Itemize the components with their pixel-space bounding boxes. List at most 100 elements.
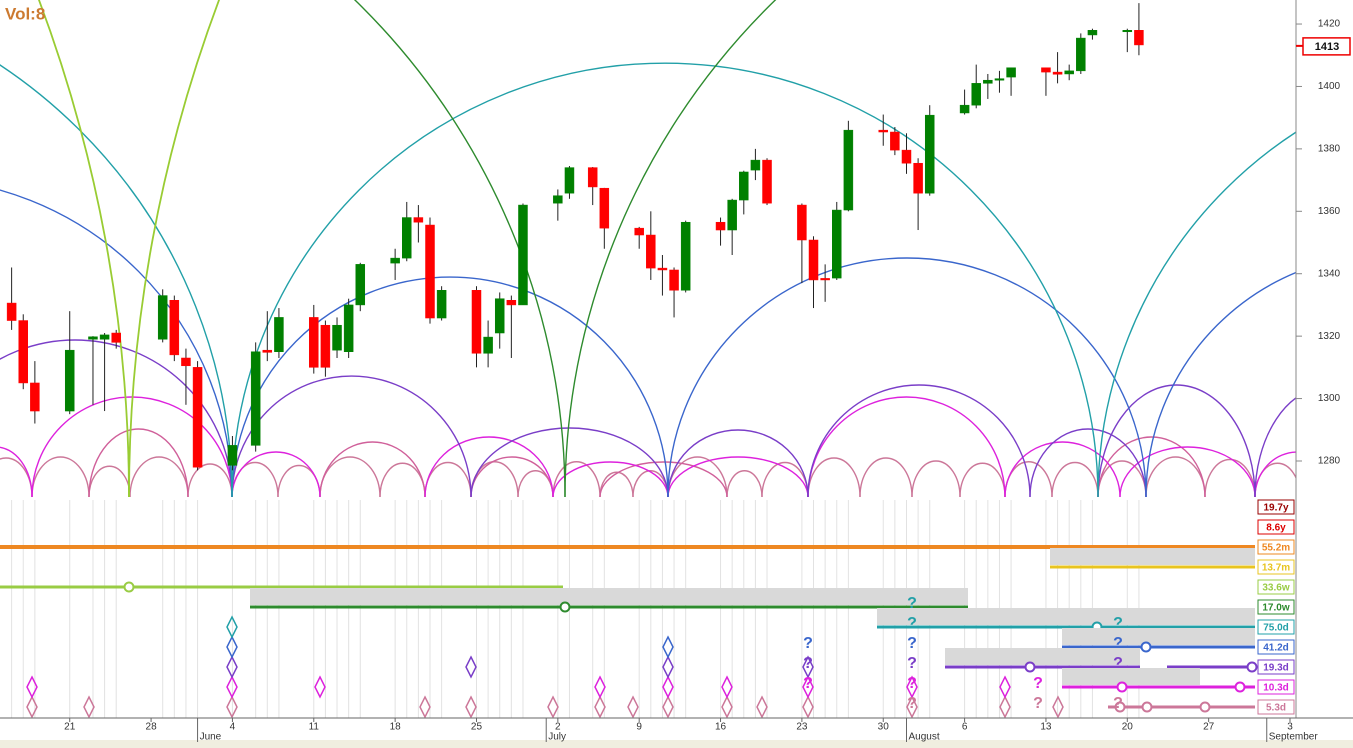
cycle-diamond <box>627 695 639 719</box>
candle-body <box>1122 30 1133 33</box>
cycle-point <box>1140 641 1152 653</box>
cycle-diamond <box>226 615 238 639</box>
cycle-point <box>123 581 135 593</box>
question-mark: ? <box>907 655 917 672</box>
question-mark: ? <box>1113 655 1123 672</box>
cycle-diamond <box>756 695 768 719</box>
candle-body <box>227 445 238 466</box>
candle-body <box>878 129 888 133</box>
candle-body <box>390 257 400 264</box>
cycle-diamond <box>662 655 674 679</box>
x-tick-label: 23 <box>796 722 808 733</box>
candle-body <box>506 299 517 306</box>
status-strip <box>0 740 1353 748</box>
candle-body <box>1006 67 1016 78</box>
candle-body <box>959 104 970 114</box>
question-mark: ? <box>1033 695 1043 712</box>
candles <box>6 3 1144 471</box>
candle-body <box>413 217 424 223</box>
cycle-point <box>1024 661 1036 673</box>
x-tick-label: 11 <box>309 722 320 733</box>
question-mark: ? <box>1033 675 1043 692</box>
cycle-arcs <box>0 0 1296 498</box>
cycle-label: 19.7y <box>1263 503 1288 514</box>
candle-body <box>843 129 854 211</box>
cycle-label: 55.2m <box>1262 543 1290 554</box>
cycle-arc <box>1119 446 1256 498</box>
month-label: August <box>908 732 939 743</box>
question-mark: ? <box>1113 635 1123 652</box>
candle-body <box>808 239 819 281</box>
question-mark: ? <box>907 615 917 632</box>
cycle-label: 17.0w <box>1262 603 1289 614</box>
cycle-arc <box>0 64 233 498</box>
cycle-arc <box>1051 461 1099 498</box>
cycle-diamond <box>662 675 674 699</box>
cycle-point <box>1141 701 1153 713</box>
candle-body <box>890 131 900 151</box>
candle-body <box>762 159 772 204</box>
cycle-arc <box>353 0 566 498</box>
cycle-arc <box>667 456 809 498</box>
x-tick-label: 16 <box>715 722 727 733</box>
cycle-diamond <box>802 675 814 699</box>
candle-body <box>739 171 749 201</box>
cycle-label: 13.7m <box>1262 563 1290 574</box>
cycle-diamond <box>26 695 38 719</box>
cycle-diamond <box>226 635 238 659</box>
candle-body <box>971 83 981 106</box>
cycle-arc <box>470 456 554 498</box>
candle-body <box>1087 30 1098 36</box>
cycle-arc <box>667 429 809 498</box>
candle-body <box>913 162 923 194</box>
cycle-diamond <box>999 675 1011 699</box>
candle-body <box>402 217 412 259</box>
cycle-window <box>250 588 968 605</box>
candle-body <box>983 79 993 84</box>
cycle-point <box>1234 681 1246 693</box>
cycle-diamond <box>721 675 733 699</box>
cycle-arc <box>129 456 189 498</box>
cycle-arc <box>667 456 728 498</box>
cycle-diamond <box>226 695 238 719</box>
cycle-diamond <box>802 695 814 719</box>
candle-body <box>587 167 598 188</box>
cycle-diamond <box>1052 695 1064 719</box>
cycle-diamond <box>594 695 606 719</box>
month-label: September <box>1269 732 1319 743</box>
question-mark: ? <box>907 695 917 712</box>
cycle-label-box <box>1257 579 1295 595</box>
x-tick-label: 13 <box>1040 722 1052 733</box>
cycle-arc <box>319 441 426 498</box>
cycle-point <box>1114 701 1126 713</box>
question-mark: ? <box>907 635 917 652</box>
cycle-arc <box>667 257 1147 498</box>
cycle-diamond <box>465 695 477 719</box>
x-tick-label: 20 <box>1122 722 1134 733</box>
cycle-label-box <box>1257 699 1295 715</box>
cycle-arc <box>1254 397 1296 498</box>
price-box <box>1302 37 1351 56</box>
cycle-arc <box>552 461 669 498</box>
cycle-arc <box>231 451 321 498</box>
cycle-point <box>1246 661 1258 673</box>
cycle-arc <box>1097 436 1206 498</box>
cycle-arc <box>959 462 1006 498</box>
candle-body <box>436 290 447 319</box>
cycle-diamond <box>465 655 477 679</box>
question-mark: ? <box>803 635 813 652</box>
cycle-arc <box>1204 458 1256 498</box>
cycle-diamond <box>226 675 238 699</box>
candle-body <box>646 234 656 269</box>
cycle-arc <box>1145 271 1296 498</box>
question-mark: ? <box>803 675 813 692</box>
cycle-label-box <box>1257 659 1295 675</box>
cycle-arc <box>0 189 233 498</box>
y-tick-label: 1280 <box>1318 456 1341 467</box>
candle-body <box>309 317 319 368</box>
cycle-point <box>559 601 571 613</box>
candle-body <box>169 299 180 356</box>
cycle-label: 19.3d <box>1263 663 1289 674</box>
price-box-label: 1413 <box>1315 41 1339 53</box>
cycle-label-box <box>1257 679 1295 695</box>
